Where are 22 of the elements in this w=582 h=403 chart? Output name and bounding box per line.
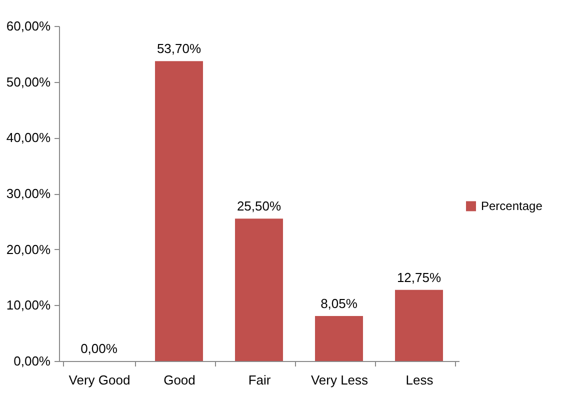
y-tick-label: 50,00% — [6, 74, 51, 90]
x-tick-label: Fair — [248, 372, 272, 388]
y-tick-label: 30,00% — [6, 186, 51, 201]
text: 25,50% — [236, 198, 282, 214]
bar — [235, 218, 283, 361]
y-tick-label: 0,00% — [14, 354, 51, 368]
x-tick-label: Very Less — [310, 372, 369, 388]
x-tick-label: Very Good — [68, 372, 130, 388]
text: 8,05% — [320, 296, 358, 312]
bar — [315, 316, 363, 361]
text: 53,70% — [156, 41, 202, 56]
text: 12,75% — [396, 270, 442, 285]
x-tick-label: Good — [164, 372, 196, 388]
y-tick-label: 20,00% — [6, 242, 51, 257]
bar — [155, 61, 203, 361]
x-tick-label: Less — [406, 372, 434, 388]
legend-label: Percentage — [481, 199, 543, 214]
text: 0,00% — [80, 341, 118, 356]
bar — [395, 290, 443, 361]
y-tick-label: 10,00% — [6, 298, 51, 313]
y-tick-label: 60,00% — [6, 18, 51, 34]
y-tick-label: 40,00% — [6, 130, 51, 146]
